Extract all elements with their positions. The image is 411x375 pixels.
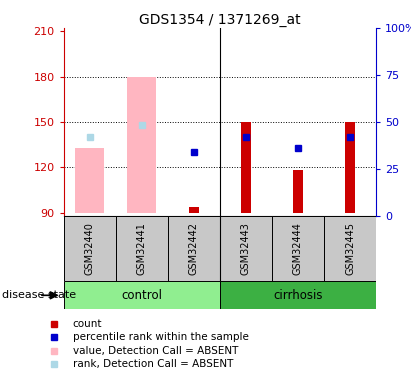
Bar bbox=[272, 216, 324, 281]
Bar bbox=[116, 216, 168, 281]
Text: rank, Detection Call = ABSENT: rank, Detection Call = ABSENT bbox=[73, 360, 233, 369]
Bar bbox=[241, 122, 251, 213]
Bar bbox=[293, 170, 302, 213]
Bar bbox=[189, 207, 199, 213]
Bar bbox=[64, 216, 116, 281]
Text: GSM32441: GSM32441 bbox=[137, 222, 147, 275]
Bar bbox=[220, 281, 376, 309]
Text: value, Detection Call = ABSENT: value, Detection Call = ABSENT bbox=[73, 346, 238, 356]
Title: GDS1354 / 1371269_at: GDS1354 / 1371269_at bbox=[139, 13, 301, 27]
Text: GSM32444: GSM32444 bbox=[293, 222, 303, 275]
Bar bbox=[76, 148, 104, 213]
Text: cirrhosis: cirrhosis bbox=[273, 289, 323, 302]
Bar bbox=[168, 216, 220, 281]
Text: count: count bbox=[73, 319, 102, 328]
Bar bbox=[345, 122, 355, 213]
Bar bbox=[64, 281, 220, 309]
Bar bbox=[324, 216, 376, 281]
Text: control: control bbox=[121, 289, 162, 302]
Text: GSM32442: GSM32442 bbox=[189, 222, 199, 275]
Text: GSM32443: GSM32443 bbox=[241, 222, 251, 275]
Text: disease state: disease state bbox=[2, 290, 76, 300]
Bar bbox=[127, 76, 156, 213]
Text: GSM32445: GSM32445 bbox=[345, 222, 355, 275]
Text: percentile rank within the sample: percentile rank within the sample bbox=[73, 332, 249, 342]
Text: GSM32440: GSM32440 bbox=[85, 222, 95, 275]
Bar bbox=[220, 216, 272, 281]
